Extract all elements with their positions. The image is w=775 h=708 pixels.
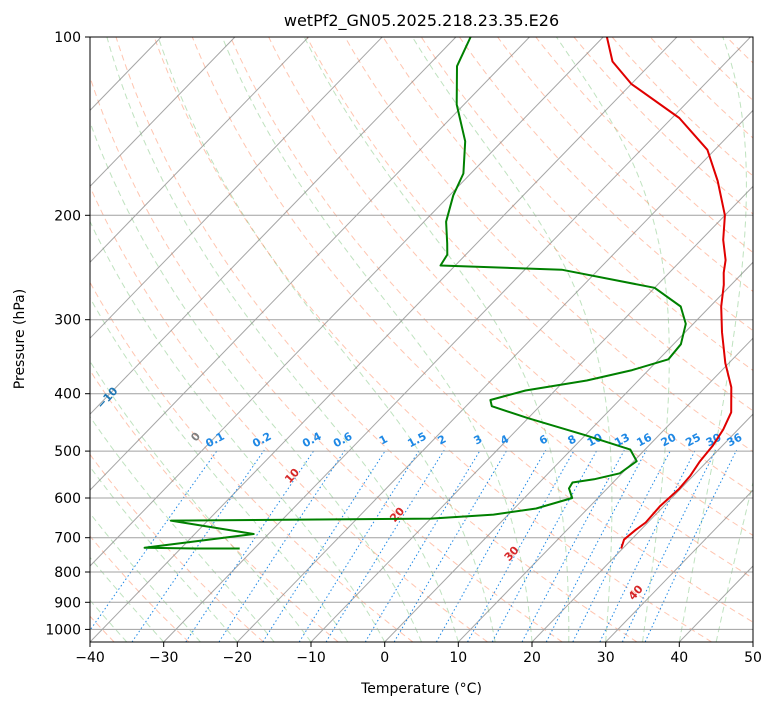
isotherm-line: [605, 489, 753, 642]
x-tick-label: 50: [744, 650, 762, 666]
y-axis: 100 200 300 400 500 600 700 800 900 1000: [45, 30, 90, 638]
profile-lines: [143, 37, 733, 550]
moist-adiabat-line: [221, 37, 533, 642]
mixing-ratio-line: [621, 449, 717, 642]
dry-adiabat-line: [153, 37, 712, 642]
dry-adiabat-line: [306, 37, 753, 494]
y-tick-label: 800: [54, 565, 81, 581]
x-tick-label: −40: [75, 650, 105, 666]
dry-adiabat-line: [90, 453, 264, 642]
mixing-ratio-line: [131, 449, 265, 642]
mixing-ratio-label: 36: [725, 431, 745, 450]
y-tick-label: 300: [54, 313, 81, 329]
dry-adiabat-line: [90, 75, 563, 642]
isotherm-line: [236, 109, 753, 642]
x-tick-label: −20: [223, 650, 253, 666]
mixing-ratio-label: 16: [634, 431, 654, 450]
isotherm-line: [310, 185, 753, 642]
x-tick-label: 30: [597, 650, 615, 666]
dry-adiabat-line: [191, 37, 753, 623]
chart-title: wetPf2_GN05.2025.218.23.35.E26: [284, 11, 559, 31]
dry-adiabat-line: [230, 37, 753, 579]
moist-adiabat-line: [90, 220, 386, 642]
moist-adiabat-line: [411, 37, 613, 642]
y-tick-label: 1000: [45, 622, 81, 638]
isotherm-line: [90, 37, 383, 339]
y-tick-label: 600: [54, 491, 81, 507]
dewpoint-profile-line: [143, 37, 687, 550]
mixing-ratio-line: [364, 449, 481, 642]
y-tick-label: 400: [54, 387, 81, 403]
isotherm-line: [531, 413, 753, 642]
moist-adiabat-line: [715, 480, 753, 642]
mixing-ratio-line: [644, 449, 738, 642]
mixing-ratio-line: [298, 449, 420, 642]
x-tick-label: 20: [523, 650, 541, 666]
x-tick-label: −10: [296, 650, 326, 666]
y-axis-title: Pressure (hPa): [12, 289, 28, 389]
y-tick-label: 700: [54, 531, 81, 547]
x-axis: −40 −30 −20 −10 0 10 20 30 40 50: [75, 642, 762, 666]
moist-adiabat-line: [90, 296, 349, 642]
dry-adiabat-line: [382, 37, 753, 412]
isotherm-line: [384, 261, 753, 642]
mixing-ratio-line: [467, 449, 575, 642]
y-tick-label: 200: [54, 208, 81, 224]
dry-adiabat-line: [90, 185, 488, 642]
isotherm-line: [90, 37, 604, 567]
moist-adiabat-line: [90, 415, 275, 642]
isotherm-line: [90, 37, 309, 263]
moist-adiabat-line: [90, 120, 422, 642]
mixing-ratio-line: [545, 449, 647, 642]
x-tick-label: 0: [380, 650, 389, 666]
x-axis-title: Temperature (°C): [360, 681, 482, 697]
y-tick-label: 500: [54, 444, 81, 460]
dry-adiabat-line: [268, 37, 753, 536]
dry-adiabat-line: [535, 37, 753, 254]
mixing-ratio-line: [90, 449, 218, 632]
y-tick-label: 100: [54, 30, 81, 46]
moist-adiabat-line: [106, 37, 459, 642]
dry-adiabat-line: [115, 37, 638, 642]
mixing-ratio-line: [218, 449, 346, 642]
x-tick-label: 40: [670, 650, 688, 666]
moist-adiabat-line: [90, 466, 238, 642]
y-tick-label: 900: [54, 595, 81, 611]
x-tick-label: 10: [449, 650, 467, 666]
mixing-ratio-line: [521, 449, 625, 642]
isotherm-line: [457, 337, 753, 642]
plot-frame: [89, 36, 754, 643]
mixing-ratio-label: 25: [683, 431, 703, 450]
mixing-ratio-label: 20: [659, 431, 679, 450]
mixing-ratio-label: 10: [585, 431, 605, 450]
isotherm-line: [163, 37, 751, 642]
moist-adiabat-line: [157, 37, 496, 642]
dry-adiabat-line: [90, 281, 414, 642]
mixing-ratio-line: [491, 449, 598, 642]
mixing-ratio-line: [185, 449, 315, 642]
x-tick-label: −30: [149, 650, 179, 666]
isotherm-line: [90, 37, 678, 642]
mixing-ratio-line: [262, 449, 387, 642]
background-lines: [90, 37, 753, 642]
dry-adiabat-line: [497, 37, 753, 293]
temperature-profile-line: [605, 37, 733, 549]
isotherm-line: [90, 37, 457, 415]
moist-adiabat-line: [303, 37, 570, 642]
moist-adiabat-line: [555, 37, 670, 642]
dry-adiabat-line: [420, 37, 753, 372]
isotherm-line: [90, 37, 530, 491]
dry-adiabat-line: [611, 37, 753, 177]
isotherm-line: [90, 37, 236, 188]
moist-adiabat-line: [678, 37, 747, 642]
